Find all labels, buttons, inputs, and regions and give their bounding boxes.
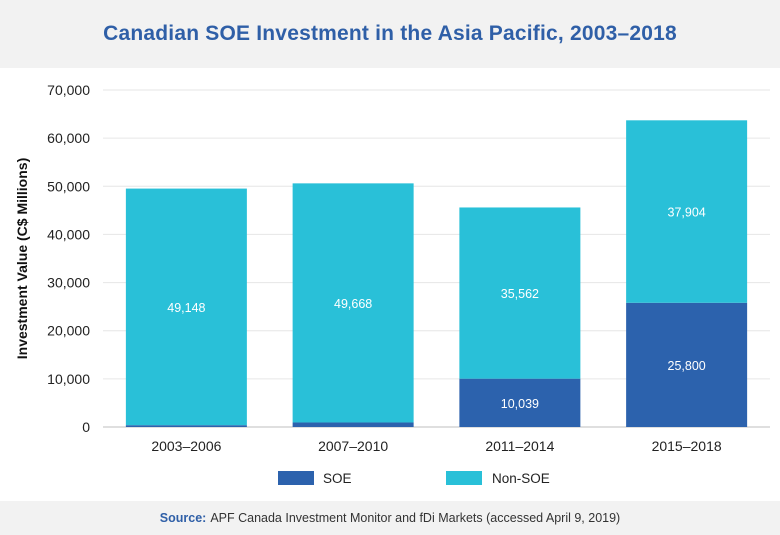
source-band: Source: APF Canada Investment Monitor an… [0, 501, 780, 535]
bar-non-soe [626, 120, 748, 303]
title-band: Canadian SOE Investment in the Asia Paci… [0, 0, 780, 68]
bar-soe [459, 378, 581, 427]
data-label-non-soe: 49,668 [334, 297, 372, 311]
y-tick-label: 10,000 [47, 371, 90, 387]
data-label-soe: 25,800 [668, 359, 706, 373]
source-text: APF Canada Investment Monitor and fDi Ma… [210, 511, 621, 525]
legend-label-soe: SOE [323, 471, 352, 486]
data-label-non-soe: 37,904 [668, 206, 706, 220]
x-tick-label: 2015–2018 [652, 438, 722, 454]
y-tick-label: 70,000 [47, 82, 90, 98]
x-tick-label: 2007–2010 [318, 438, 388, 454]
y-tick-label: 20,000 [47, 323, 90, 339]
x-tick-label: 2003–2006 [151, 438, 221, 454]
stacked-bar-chart: 0 10,000 20,000 30,000 40,000 50,000 60,000 70,… [14, 82, 770, 486]
bar-non-soe [125, 188, 247, 426]
bar-non-soe [459, 207, 581, 379]
bar-soe [626, 302, 748, 427]
source-label: Source: [159, 511, 207, 525]
y-tick-label: 0 [82, 419, 90, 435]
data-label-soe: 10,039 [501, 397, 539, 411]
x-tick-label: 2011–2014 [485, 438, 554, 454]
bar-soe [125, 425, 247, 427]
y-tick-label: 50,000 [47, 178, 90, 194]
y-axis-label: Investment Value (C$ Millions) [14, 158, 30, 360]
y-tick-label: 60,000 [47, 130, 90, 146]
bar-soe [292, 422, 414, 427]
bar-non-soe [292, 183, 414, 423]
y-tick-label: 30,000 [47, 275, 90, 291]
legend-label-non-soe: Non-SOE [492, 471, 550, 486]
y-tick-label: 40,000 [47, 226, 90, 242]
legend-swatch-non-soe [446, 471, 482, 485]
data-label-non-soe: 49,148 [167, 301, 205, 315]
chart-title: Canadian SOE Investment in the Asia Paci… [103, 22, 677, 45]
data-label-non-soe: 35,562 [501, 287, 539, 301]
legend-swatch-soe [278, 471, 314, 485]
